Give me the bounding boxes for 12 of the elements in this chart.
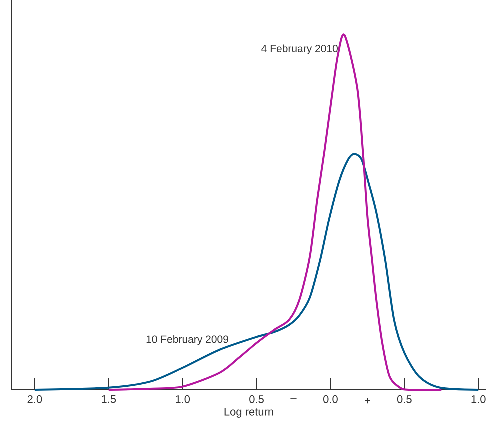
text: + [365, 398, 370, 404]
annotation: 10 February 2009 [146, 335, 228, 346]
x-tick-label: 0.5 [397, 396, 412, 404]
annotation: 4 February 2010 [262, 44, 338, 55]
x-tick-label: 1.5 [102, 396, 116, 404]
x-tick-label: 0.0 [324, 396, 338, 404]
x-tick-label: 2.0 [28, 396, 42, 404]
x-axis-title: Log return [224, 408, 274, 418]
x-tick-label: 0.5 [250, 396, 264, 404]
x-tick-label: 1.0 [472, 396, 486, 404]
text: – [290, 398, 297, 399]
x-tick-label: 1.0 [176, 396, 190, 404]
